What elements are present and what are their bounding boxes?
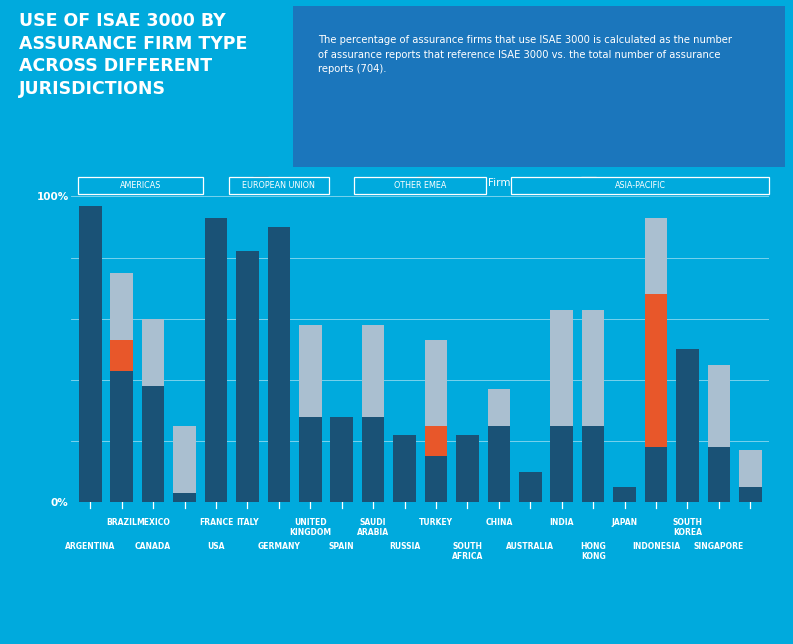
Bar bbox=[205, 218, 228, 502]
FancyBboxPatch shape bbox=[354, 177, 486, 194]
Bar bbox=[362, 325, 385, 417]
Text: The percentage of assurance firms that use ISAE 3000 is calculated as the number: The percentage of assurance firms that u… bbox=[318, 35, 732, 74]
Bar bbox=[739, 450, 761, 487]
FancyBboxPatch shape bbox=[78, 177, 203, 194]
Text: TURKEY: TURKEY bbox=[419, 518, 453, 527]
Text: UNITED
KINGDOM: UNITED KINGDOM bbox=[289, 518, 331, 537]
Text: GERMANY: GERMANY bbox=[258, 542, 301, 551]
Bar bbox=[299, 417, 322, 502]
Text: USE OF ISAE 3000 BY
ASSURANCE FIRM TYPE
ACROSS DIFFERENT
JURISDICTIONS: USE OF ISAE 3000 BY ASSURANCE FIRM TYPE … bbox=[19, 12, 247, 99]
Bar bbox=[173, 493, 196, 502]
Text: SOUTH
AFRICA: SOUTH AFRICA bbox=[452, 542, 483, 562]
Text: ITALY: ITALY bbox=[236, 518, 259, 527]
Bar bbox=[519, 471, 542, 502]
Bar bbox=[580, 177, 596, 190]
Bar bbox=[707, 447, 730, 502]
Text: Affiliated Firm: Affiliated Firm bbox=[438, 178, 510, 188]
Bar bbox=[676, 349, 699, 502]
Bar bbox=[645, 447, 668, 502]
Text: MEXICO: MEXICO bbox=[136, 518, 170, 527]
Bar bbox=[173, 426, 196, 493]
Bar bbox=[142, 319, 164, 386]
Text: RUSSIA: RUSSIA bbox=[389, 542, 420, 551]
Text: FRANCE: FRANCE bbox=[199, 518, 233, 527]
Bar bbox=[299, 325, 322, 417]
Bar bbox=[425, 340, 447, 426]
Bar bbox=[488, 389, 510, 426]
Text: JAPAN: JAPAN bbox=[611, 518, 638, 527]
Bar bbox=[582, 426, 604, 502]
Text: INDIA: INDIA bbox=[550, 518, 574, 527]
Bar bbox=[253, 177, 268, 190]
Bar bbox=[550, 426, 573, 502]
Text: CHINA: CHINA bbox=[485, 518, 512, 527]
Bar bbox=[613, 487, 636, 502]
Text: AMERICAS: AMERICAS bbox=[120, 181, 161, 190]
Bar bbox=[707, 365, 730, 447]
Bar bbox=[331, 417, 353, 502]
Text: BRAZIL: BRAZIL bbox=[106, 518, 137, 527]
Bar bbox=[456, 435, 479, 502]
Bar bbox=[362, 417, 385, 502]
FancyBboxPatch shape bbox=[511, 177, 769, 194]
Bar bbox=[142, 386, 164, 502]
Bar bbox=[645, 294, 668, 447]
Bar bbox=[393, 435, 416, 502]
Bar bbox=[645, 218, 668, 294]
Bar bbox=[267, 227, 290, 502]
Bar bbox=[236, 252, 259, 502]
Bar bbox=[739, 487, 761, 502]
Text: EUROPEAN UNION: EUROPEAN UNION bbox=[243, 181, 316, 190]
Bar bbox=[79, 205, 102, 502]
Text: ASIA-PACIFIC: ASIA-PACIFIC bbox=[615, 181, 666, 190]
Text: ARGENTINA: ARGENTINA bbox=[65, 542, 116, 551]
Text: SINGAPORE: SINGAPORE bbox=[694, 542, 744, 551]
Text: OTHER EMEA: OTHER EMEA bbox=[394, 181, 446, 190]
Text: Other Service Providers: Other Service Providers bbox=[602, 178, 726, 188]
Bar bbox=[417, 177, 432, 190]
Bar bbox=[425, 457, 447, 502]
Text: SAUDI
ARABIA: SAUDI ARABIA bbox=[357, 518, 389, 537]
Text: USA: USA bbox=[207, 542, 224, 551]
Bar bbox=[582, 310, 604, 426]
Text: AUSTRALIA: AUSTRALIA bbox=[506, 542, 554, 551]
Text: HONG
KONG: HONG KONG bbox=[580, 542, 606, 562]
Bar bbox=[425, 426, 447, 457]
Bar bbox=[550, 310, 573, 426]
FancyBboxPatch shape bbox=[228, 177, 329, 194]
Text: Audit Firm: Audit Firm bbox=[274, 178, 327, 188]
Bar bbox=[488, 426, 510, 502]
Text: CANADA: CANADA bbox=[135, 542, 171, 551]
Text: INDONESIA: INDONESIA bbox=[632, 542, 680, 551]
Text: SOUTH
KOREA: SOUTH KOREA bbox=[672, 518, 703, 537]
Bar bbox=[110, 273, 133, 340]
Text: SPAIN: SPAIN bbox=[329, 542, 354, 551]
Bar bbox=[110, 340, 133, 371]
Bar bbox=[110, 371, 133, 502]
